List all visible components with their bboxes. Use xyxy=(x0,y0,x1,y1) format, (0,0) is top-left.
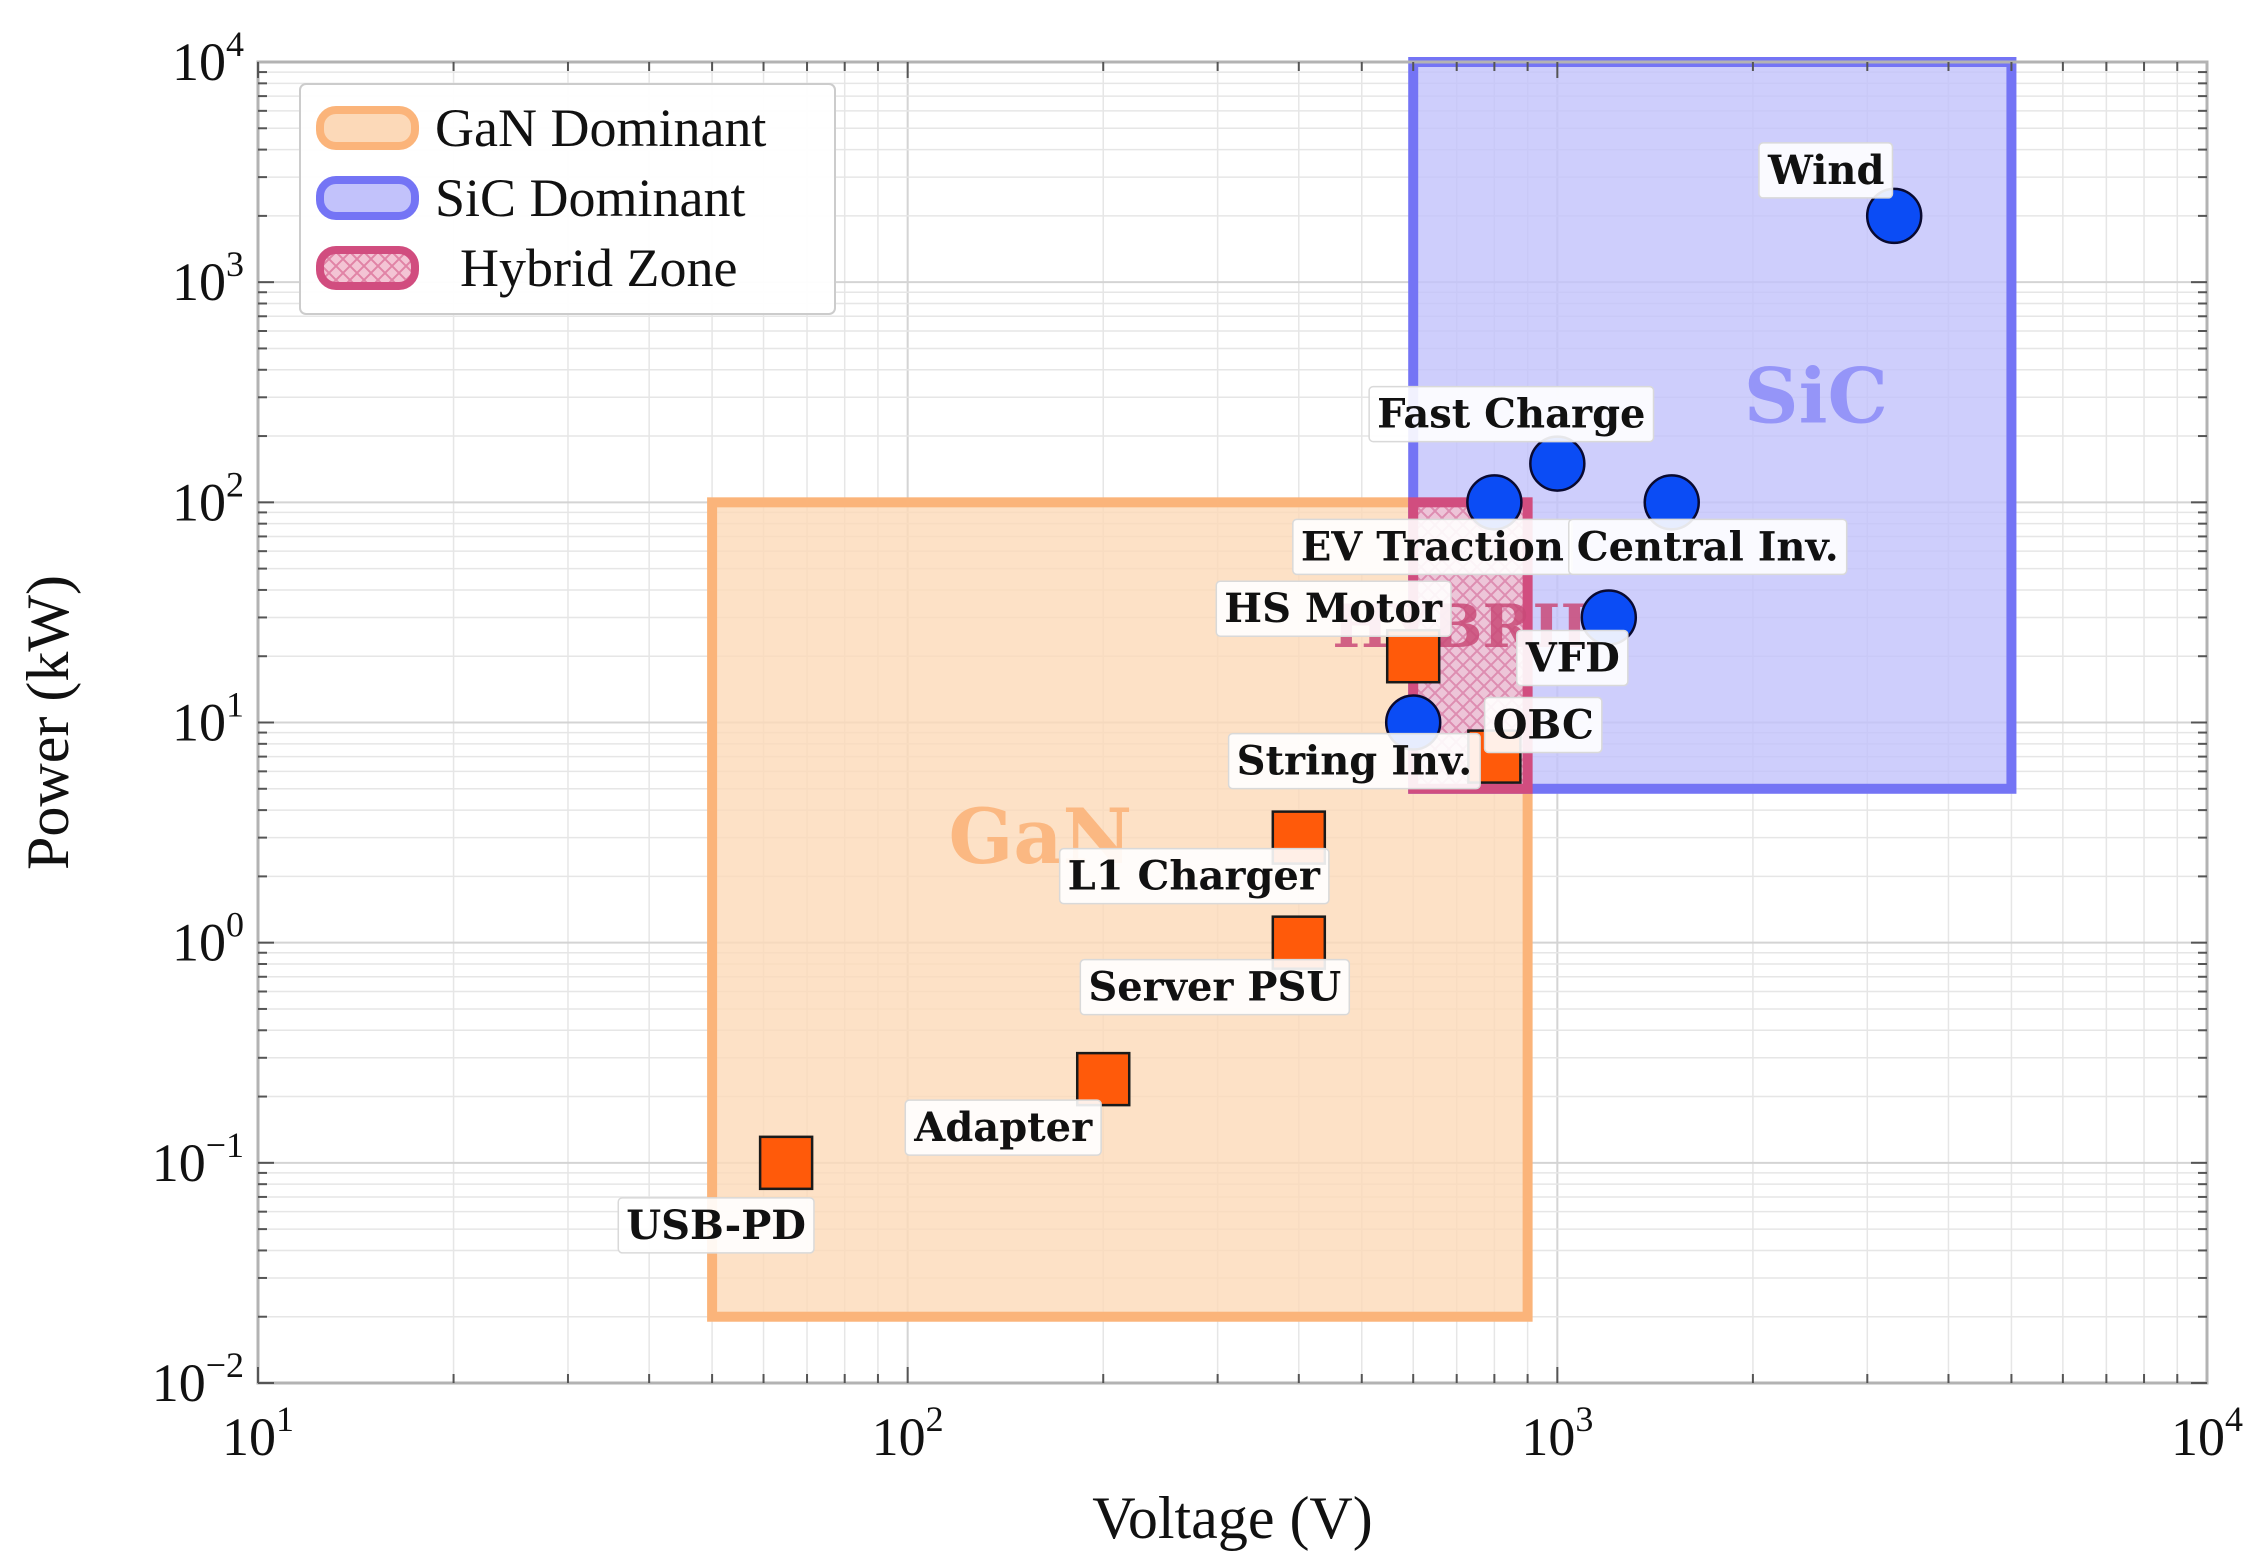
point-label-group: String Inv. xyxy=(1227,732,1481,790)
y-tick-label: 101 xyxy=(172,685,244,753)
marker-circle-fast-charge xyxy=(1529,435,1586,492)
point-label-wind: Wind xyxy=(1767,147,1884,194)
x-tick-label: 103 xyxy=(1521,1399,1593,1467)
y-tick-label: 10−1 xyxy=(152,1125,244,1193)
point-label-background xyxy=(1515,629,1629,687)
y-tick-label: 103 xyxy=(172,244,244,312)
x-tick-label: 101 xyxy=(222,1399,294,1467)
point-label-obc: OBC xyxy=(1493,702,1594,749)
marker-circle-wind xyxy=(1865,187,1923,245)
point-label-background xyxy=(617,1197,815,1254)
legend-swatch-hybrid xyxy=(316,246,419,290)
point-label-group: Adapter xyxy=(904,1099,1102,1156)
legend-swatch-gan xyxy=(316,106,419,150)
legend-swatch-sic xyxy=(316,176,419,220)
point-label-background xyxy=(1758,142,1894,199)
point-label-string-inv: String Inv. xyxy=(1237,738,1473,785)
y-axis-title: Power (kW) xyxy=(15,575,81,870)
legend-label-sic: SiC Dominant xyxy=(435,168,746,228)
point-label-group: EV Traction xyxy=(1292,518,1573,576)
point-label-group: Fast Charge xyxy=(1368,385,1655,443)
point-label-group: OBC xyxy=(1483,696,1603,754)
point-label-background xyxy=(1368,385,1655,443)
point-label-usb-pd: USB-PD xyxy=(626,1202,806,1249)
point-label-background xyxy=(1215,580,1452,637)
point-label-central-inv: Central Inv. xyxy=(1577,523,1839,570)
point-label-group: USB-PD xyxy=(617,1197,815,1254)
y-tick-label: 10−2 xyxy=(152,1345,244,1413)
point-label-group: VFD xyxy=(1515,629,1629,687)
point-label-background xyxy=(1483,696,1603,754)
point-label-adapter: Adapter xyxy=(913,1104,1093,1151)
region-label-sic: SiC xyxy=(1744,352,1888,441)
point-label-background xyxy=(904,1099,1102,1156)
x-tick-label: 102 xyxy=(872,1399,944,1467)
point-label-background xyxy=(1568,518,1848,576)
point-label-vfd: VFD xyxy=(1525,634,1620,681)
x-tick-label: 104 xyxy=(2171,1399,2243,1467)
point-label-ev-traction: EV Traction xyxy=(1301,523,1564,570)
point-label-background xyxy=(1227,732,1481,790)
point-label-l1-charger: L1 Charger xyxy=(1068,853,1321,900)
point-label-group: HS Motor xyxy=(1215,580,1452,637)
marker-square-adapter xyxy=(1075,1051,1131,1107)
axis-ticks: 101 102 103 104 10−2 10−1 100 101 102 103 104 xyxy=(152,24,2243,1467)
legend-label-hybrid: Hybrid Zone xyxy=(460,238,737,298)
y-tick-label: 104 xyxy=(172,24,244,92)
point-label-group: Wind xyxy=(1758,142,1894,199)
point-label-group: Central Inv. xyxy=(1568,518,1848,576)
legend-label-gan: GaN Dominant xyxy=(435,98,766,158)
point-label-server-psu: Server PSU xyxy=(1088,964,1341,1011)
point-label-background xyxy=(1079,958,1351,1016)
y-tick-label: 100 xyxy=(172,905,244,973)
point-label-hs-motor: HS Motor xyxy=(1224,585,1443,632)
legend: GaN Dominant SiC Dominant Hybrid Zone xyxy=(299,83,836,315)
marker-square-hs-motor xyxy=(1385,628,1441,684)
point-label-group: Server PSU xyxy=(1079,958,1351,1016)
point-label-background xyxy=(1058,847,1330,905)
y-tick-label: 102 xyxy=(172,464,244,532)
marker-square-usb-pd xyxy=(758,1135,814,1191)
x-axis-title: Voltage (V) xyxy=(1092,1485,1373,1551)
point-labels: USB-PD Adapter Server PSU L1 Charger String … xyxy=(617,142,1894,1254)
data-points: USB-PD Adapter Server PSU L1 Charger String … xyxy=(617,142,1923,1254)
legend-box xyxy=(299,83,836,315)
point-label-group: L1 Charger xyxy=(1058,847,1330,905)
point-label-fast-charge: Fast Charge xyxy=(1377,391,1645,438)
